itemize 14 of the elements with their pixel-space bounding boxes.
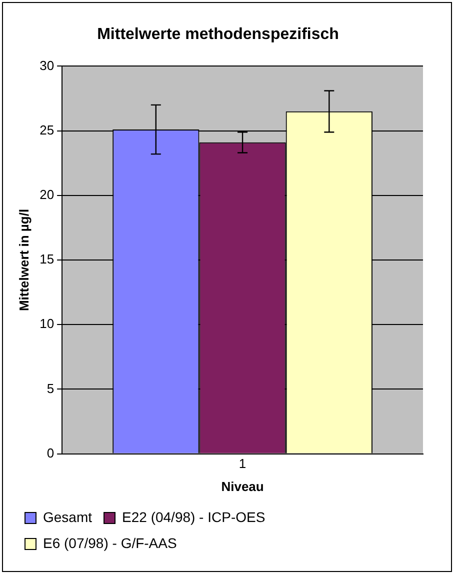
legend-label: Gesamt xyxy=(43,508,92,525)
y-tick-label: 0 xyxy=(46,445,54,460)
y-tick-label: 15 xyxy=(40,252,54,267)
y-tick-label: 30 xyxy=(40,58,54,73)
y-tick-label: 5 xyxy=(46,380,54,396)
x-axis-title: Niveau xyxy=(221,478,264,494)
y-tick-label: 25 xyxy=(40,122,54,138)
y-axis-title: Mittelwert in µg/l xyxy=(16,208,32,312)
legend-label: E6 (07/98) - G/F-AAS xyxy=(43,534,177,551)
y-tick-label: 10 xyxy=(40,316,54,332)
chart-title: Mittelwerte methodenspezifisch xyxy=(97,26,339,44)
legend-label: E22 (04/98) - ICP-OES xyxy=(122,508,266,525)
x-tick-label: 1 xyxy=(238,456,246,472)
y-tick-label: 20 xyxy=(40,186,54,202)
